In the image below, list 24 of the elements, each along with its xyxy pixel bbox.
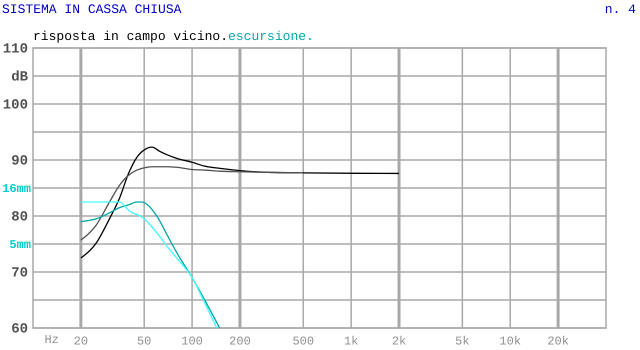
y-tick-label: 60 (11, 321, 28, 338)
text: escursione. (228, 29, 314, 44)
x-tick-label: 200 (229, 334, 251, 349)
x-tick-label: 1k (344, 334, 358, 349)
y-tick-label: 90 (11, 153, 28, 170)
y-tick-label: 70 (11, 265, 28, 282)
x-axis-title: Hz (44, 333, 59, 347)
y-tick-label: dB (11, 69, 29, 86)
ref-line-label: 16mm (2, 182, 31, 196)
y-tick-label: 110 (2, 41, 28, 58)
x-tick-label: 20 (74, 334, 88, 349)
text: risposta in campo vicino. (33, 29, 228, 44)
y-tick-label: 100 (2, 97, 28, 114)
chart-title: SISTEMA IN CASSA CHIUSA (2, 2, 182, 17)
x-tick-label: 500 (292, 334, 314, 349)
x-tick-label: 20k (547, 334, 569, 349)
ref-line-label: 5mm (9, 238, 31, 252)
x-tick-label: 100 (181, 334, 203, 349)
y-tick-label: 80 (11, 209, 28, 226)
x-tick-label: 2k (392, 334, 406, 349)
chart-subtitle: n. 4 (604, 2, 636, 17)
x-tick-label: 5k (455, 334, 470, 349)
x-tick-label: 50 (136, 334, 152, 349)
x-tick-label: 10k (499, 334, 522, 349)
